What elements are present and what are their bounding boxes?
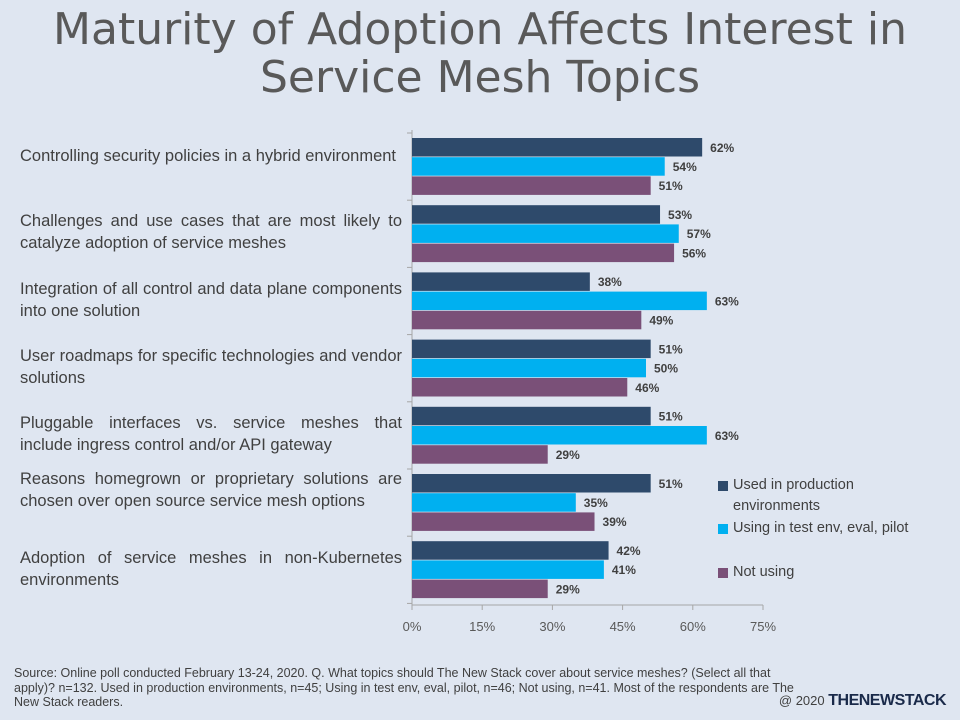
- data-label: 42%: [617, 544, 641, 558]
- bar: [412, 272, 590, 291]
- bar: [412, 541, 609, 560]
- data-label: 51%: [659, 342, 683, 356]
- bar: [412, 205, 661, 224]
- bar: [412, 358, 646, 378]
- bar: [412, 224, 679, 243]
- bar: [412, 493, 576, 512]
- bar: [412, 426, 707, 445]
- data-label: 29%: [556, 448, 580, 462]
- bar: [412, 560, 604, 579]
- x-tick-label: 45%: [610, 619, 636, 634]
- data-label: 39%: [603, 515, 627, 529]
- source-note: Source: Online poll conducted February 1…: [14, 666, 794, 709]
- x-tick-label: 0%: [403, 619, 422, 634]
- bar: [412, 445, 548, 464]
- data-label: 35%: [584, 496, 608, 510]
- bar: [412, 310, 642, 330]
- category-label: Adoption of service meshes in non-Kubern…: [20, 549, 402, 589]
- footer-brand: @ 2020 THENEWSTACK: [778, 692, 947, 710]
- legend-swatch: [718, 524, 728, 534]
- category-label: Integration of all control and data plan…: [20, 280, 402, 320]
- data-label: 63%: [715, 429, 739, 443]
- legend-swatch: [718, 568, 728, 578]
- data-label: 56%: [682, 246, 706, 260]
- bar: [412, 243, 675, 263]
- data-label: 62%: [710, 141, 734, 155]
- data-label: 38%: [598, 275, 622, 289]
- bar: [412, 157, 665, 176]
- data-label: 50%: [654, 362, 678, 376]
- data-label: 46%: [635, 381, 659, 395]
- category-label: Reasons homegrown or proprietary solutio…: [20, 470, 402, 510]
- x-tick-label: 30%: [539, 619, 565, 634]
- copyright-text: @ 2020: [778, 693, 825, 708]
- x-tick-label: 60%: [680, 619, 706, 634]
- bar: [412, 138, 703, 157]
- bar: [412, 512, 595, 531]
- legend-label: Using in test env, eval, pilot: [733, 520, 909, 536]
- data-label: 54%: [673, 160, 697, 174]
- chart-title: Maturity of Adoption Affects Interest in…: [53, 4, 907, 103]
- data-label: 63%: [715, 294, 739, 308]
- data-label: 29%: [556, 582, 580, 596]
- bar: [412, 176, 651, 195]
- category-label: User roadmaps for specific technologies …: [20, 347, 402, 387]
- bar: [412, 339, 651, 359]
- category-label: Challenges and use cases that are most l…: [20, 212, 402, 252]
- data-label: 51%: [659, 179, 683, 193]
- bar: [412, 579, 548, 599]
- x-tick-label: 15%: [469, 619, 495, 634]
- legend-swatch: [718, 481, 728, 491]
- x-tick-label: 75%: [750, 619, 776, 634]
- bar: [412, 406, 651, 426]
- legend-label: Used in production environments: [733, 477, 854, 514]
- data-label: 51%: [659, 477, 683, 491]
- bar: [412, 378, 628, 397]
- category-label: Pluggable interfaces vs. service meshes …: [20, 414, 402, 454]
- brand-logo: THENEWSTACK: [828, 692, 946, 709]
- data-label: 51%: [659, 410, 683, 424]
- data-label: 53%: [668, 208, 692, 222]
- data-label: 57%: [687, 227, 711, 241]
- legend-label: Not using: [733, 564, 795, 580]
- data-label: 41%: [612, 563, 636, 577]
- data-label: 49%: [649, 314, 673, 328]
- bar: [412, 291, 707, 311]
- category-label: Controlling security policies in a hybri…: [20, 147, 397, 165]
- bar: [412, 474, 651, 493]
